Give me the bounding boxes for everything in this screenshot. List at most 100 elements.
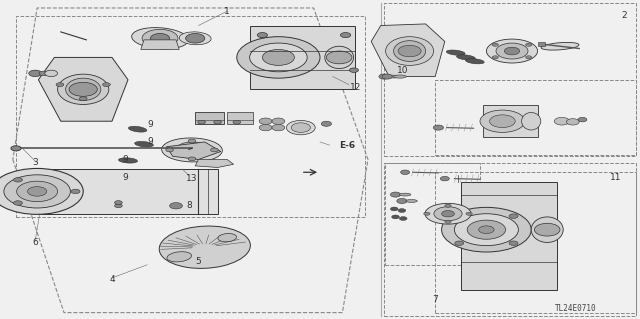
Circle shape — [115, 201, 122, 204]
Text: 4: 4 — [109, 275, 115, 284]
Circle shape — [398, 209, 406, 212]
Circle shape — [211, 148, 218, 152]
Ellipse shape — [179, 32, 211, 45]
Circle shape — [115, 204, 122, 208]
Text: 13: 13 — [186, 174, 198, 183]
Circle shape — [198, 120, 205, 124]
Circle shape — [79, 97, 87, 100]
Ellipse shape — [325, 46, 354, 69]
Circle shape — [237, 37, 320, 78]
Ellipse shape — [541, 42, 579, 50]
Ellipse shape — [531, 217, 563, 242]
Ellipse shape — [132, 28, 188, 49]
Circle shape — [17, 181, 58, 202]
Circle shape — [188, 139, 196, 143]
Circle shape — [445, 204, 451, 207]
Circle shape — [321, 121, 332, 126]
Ellipse shape — [65, 78, 101, 100]
Circle shape — [480, 110, 525, 132]
Circle shape — [390, 207, 398, 211]
Polygon shape — [461, 182, 557, 290]
Text: 11: 11 — [610, 173, 621, 182]
Polygon shape — [195, 160, 234, 167]
Circle shape — [492, 43, 499, 46]
Text: 9: 9 — [148, 137, 153, 146]
Circle shape — [11, 146, 21, 151]
Text: E-6: E-6 — [339, 141, 355, 150]
Circle shape — [69, 82, 97, 96]
Ellipse shape — [287, 120, 315, 135]
Circle shape — [45, 70, 58, 77]
Circle shape — [259, 124, 272, 131]
Circle shape — [392, 215, 399, 219]
Polygon shape — [483, 105, 538, 137]
Circle shape — [440, 176, 449, 181]
Circle shape — [71, 189, 80, 194]
Ellipse shape — [159, 226, 250, 268]
Circle shape — [257, 33, 268, 38]
Ellipse shape — [486, 39, 538, 63]
Polygon shape — [250, 26, 355, 89]
Circle shape — [340, 33, 351, 38]
Circle shape — [272, 124, 285, 131]
Text: 10: 10 — [397, 66, 409, 75]
Circle shape — [554, 117, 570, 125]
Text: 6: 6 — [33, 238, 38, 247]
Text: 3: 3 — [33, 158, 38, 167]
Circle shape — [214, 120, 221, 124]
Ellipse shape — [425, 204, 471, 224]
Circle shape — [424, 212, 430, 215]
Circle shape — [399, 217, 407, 220]
Circle shape — [578, 117, 587, 122]
Circle shape — [401, 170, 410, 174]
Circle shape — [467, 220, 506, 239]
Circle shape — [397, 198, 407, 204]
Circle shape — [349, 68, 358, 72]
Ellipse shape — [118, 158, 138, 163]
Ellipse shape — [446, 50, 465, 55]
Text: 2: 2 — [621, 11, 627, 20]
Ellipse shape — [125, 171, 144, 176]
Circle shape — [170, 203, 182, 209]
Circle shape — [525, 56, 532, 59]
Circle shape — [479, 226, 494, 234]
Circle shape — [496, 43, 528, 59]
Circle shape — [186, 33, 205, 43]
Circle shape — [466, 212, 472, 215]
Text: TL24E0710: TL24E0710 — [555, 304, 597, 313]
Polygon shape — [141, 40, 179, 49]
Ellipse shape — [129, 126, 147, 132]
Circle shape — [166, 148, 173, 152]
Circle shape — [534, 223, 560, 236]
Circle shape — [233, 120, 241, 124]
Circle shape — [379, 74, 389, 79]
Circle shape — [509, 241, 518, 245]
Circle shape — [262, 49, 294, 65]
Circle shape — [176, 142, 208, 158]
Circle shape — [433, 125, 444, 130]
Circle shape — [442, 211, 454, 217]
Bar — [195, 112, 224, 124]
Text: 12: 12 — [349, 83, 361, 92]
Circle shape — [509, 214, 518, 219]
Polygon shape — [38, 57, 128, 121]
Circle shape — [434, 207, 462, 221]
Circle shape — [272, 118, 285, 124]
Circle shape — [455, 241, 464, 245]
Circle shape — [455, 214, 464, 219]
Circle shape — [382, 74, 392, 79]
Ellipse shape — [58, 74, 109, 105]
Text: 1: 1 — [225, 7, 230, 16]
Circle shape — [184, 146, 200, 154]
Text: 9: 9 — [122, 173, 127, 182]
Ellipse shape — [162, 138, 222, 162]
Ellipse shape — [399, 193, 411, 196]
Ellipse shape — [134, 141, 154, 147]
Circle shape — [291, 123, 310, 132]
Circle shape — [525, 43, 532, 46]
Ellipse shape — [218, 234, 237, 242]
Bar — [538, 42, 545, 46]
Ellipse shape — [394, 75, 406, 78]
Circle shape — [56, 83, 64, 86]
Circle shape — [442, 207, 531, 252]
